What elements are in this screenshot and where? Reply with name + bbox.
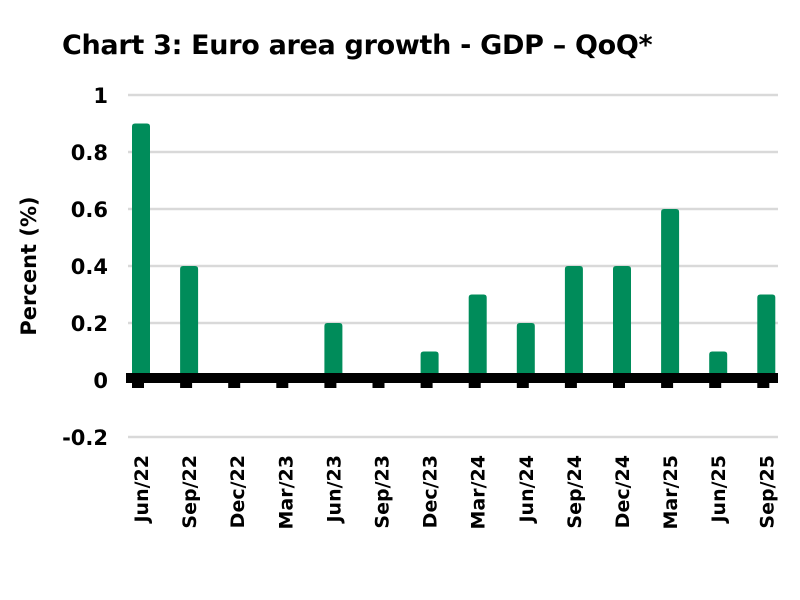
x-tick-mark bbox=[324, 382, 337, 388]
bar-jun-25 bbox=[709, 351, 728, 380]
bar-sep-22 bbox=[180, 266, 199, 380]
bar-mar-25 bbox=[661, 209, 680, 380]
x-tick-label: Jun/25 bbox=[708, 455, 730, 525]
x-tick-mark bbox=[661, 382, 674, 388]
bar-jun-23 bbox=[324, 323, 343, 380]
bar-dec-24 bbox=[613, 266, 631, 380]
bar-dec-23 bbox=[420, 351, 439, 380]
x-tick-mark bbox=[228, 382, 241, 388]
y-tick-label: 0.6 bbox=[71, 198, 108, 222]
x-tick-label: Sep/22 bbox=[179, 455, 201, 529]
x-tick-label: Mar/23 bbox=[275, 455, 297, 529]
x-tick-mark bbox=[757, 382, 770, 388]
y-tick-label: -0.2 bbox=[62, 426, 108, 450]
x-tick-mark bbox=[420, 382, 433, 388]
x-tick-mark bbox=[372, 382, 385, 388]
x-tick-mark bbox=[564, 382, 577, 388]
y-tick-label: 1 bbox=[93, 84, 108, 108]
x-tick-label: Sep/25 bbox=[756, 455, 778, 529]
x-tick-label: Mar/24 bbox=[468, 455, 490, 529]
x-tick-mark bbox=[709, 382, 722, 388]
x-tick-label: Dec/22 bbox=[227, 455, 249, 528]
x-tick-label: Sep/24 bbox=[564, 455, 586, 529]
chart-title: Chart 3: Euro area growth - GDP – QoQ* bbox=[62, 30, 653, 61]
bar-sep-24 bbox=[564, 266, 583, 380]
zero-axis-line bbox=[126, 373, 778, 383]
y-tick-label: 0.8 bbox=[71, 141, 108, 165]
bar-jun-24 bbox=[516, 323, 535, 380]
x-tick-mark bbox=[516, 382, 529, 388]
x-tick-label: Mar/25 bbox=[660, 455, 682, 529]
y-tick-label: 0 bbox=[93, 369, 108, 393]
bar-sep-25 bbox=[757, 294, 776, 380]
x-tick-mark bbox=[132, 382, 144, 388]
x-tick-label: Sep/23 bbox=[372, 455, 394, 529]
x-tick-label: Dec/24 bbox=[612, 455, 634, 528]
x-tick-mark bbox=[276, 382, 289, 388]
x-tick-mark bbox=[613, 382, 625, 388]
y-tick-label: 0.4 bbox=[71, 255, 108, 279]
x-tick-label: Jun/22 bbox=[131, 455, 153, 525]
x-tick-mark bbox=[180, 382, 193, 388]
x-tick-mark bbox=[468, 382, 481, 388]
bar-mar-24 bbox=[468, 294, 487, 380]
x-tick-label: Dec/23 bbox=[420, 455, 442, 528]
x-tick-label: Jun/23 bbox=[323, 455, 345, 525]
bar-jun-22 bbox=[132, 123, 150, 380]
x-tick-label: Jun/24 bbox=[516, 455, 538, 525]
y-tick-label: 0.2 bbox=[71, 312, 108, 336]
y-axis-label: Percent (%) bbox=[17, 196, 41, 335]
